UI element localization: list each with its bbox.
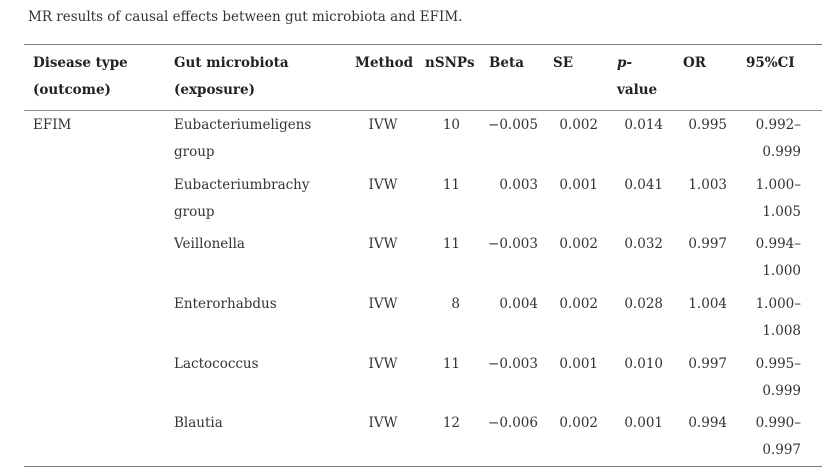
- cell-nsnps: 12: [442, 415, 460, 431]
- cell-ci: 0.995– 0.999: [755, 356, 801, 399]
- header-nsnps: nSNPs: [425, 55, 475, 71]
- cell-beta: −0.005: [488, 117, 538, 133]
- cell-method: IVW: [368, 236, 398, 252]
- cell-or: 1.004: [688, 296, 727, 312]
- header-gut-microbiota: Gut microbiota (exposure): [174, 55, 289, 98]
- cell-ci: 0.994– 1.000: [755, 236, 801, 279]
- cell-or: 0.994: [688, 415, 727, 431]
- header-disease-type: Disease type (outcome): [33, 55, 128, 98]
- cell-or: 0.997: [688, 236, 727, 252]
- cell-microbiota: Eubacteriumbrachy group: [174, 177, 310, 220]
- cell-se: 0.002: [559, 415, 598, 431]
- cell-se: 0.002: [559, 117, 598, 133]
- cell-p: 0.028: [624, 296, 663, 312]
- cell-beta: 0.003: [499, 177, 538, 193]
- cell-microbiota: Lactococcus: [174, 356, 259, 372]
- cell-microbiota: Blautia: [174, 415, 223, 431]
- cell-beta: −0.003: [488, 356, 538, 372]
- cell-se: 0.002: [559, 236, 598, 252]
- cell-p: 0.001: [624, 415, 663, 431]
- cell-ci: 0.992– 0.999: [755, 117, 801, 160]
- cell-se: 0.001: [559, 356, 598, 372]
- cell-nsnps: 11: [442, 177, 460, 193]
- table-top-rule: [24, 44, 822, 45]
- cell-nsnps: 11: [442, 356, 460, 372]
- cell-beta: −0.006: [488, 415, 538, 431]
- cell-p: 0.014: [624, 117, 663, 133]
- cell-nsnps: 8: [451, 296, 460, 312]
- cell-nsnps: 10: [442, 117, 460, 133]
- cell-se: 0.002: [559, 296, 598, 312]
- table-caption: MR results of causal effects between gut…: [28, 9, 463, 25]
- cell-or: 0.995: [688, 117, 727, 133]
- cell-method: IVW: [368, 415, 398, 431]
- cell-ci: 1.000– 1.008: [755, 296, 801, 339]
- header-se: SE: [553, 55, 574, 71]
- cell-nsnps: 11: [442, 236, 460, 252]
- header-method: Method: [355, 55, 414, 71]
- cell-method: IVW: [368, 177, 398, 193]
- header-beta: Beta: [489, 55, 524, 71]
- header-95ci: 95%CI: [746, 55, 795, 71]
- cell-p: 0.032: [624, 236, 663, 252]
- cell-method: IVW: [368, 296, 398, 312]
- cell-disease: EFIM: [33, 117, 72, 133]
- cell-or: 0.997: [688, 356, 727, 372]
- cell-beta: 0.004: [499, 296, 538, 312]
- cell-se: 0.001: [559, 177, 598, 193]
- table-header-rule: [24, 110, 822, 111]
- cell-or: 1.003: [688, 177, 727, 193]
- table-bottom-rule: [24, 466, 822, 467]
- cell-beta: −0.003: [488, 236, 538, 252]
- header-or: OR: [683, 55, 706, 71]
- cell-p: 0.041: [624, 177, 663, 193]
- cell-ci: 1.000– 1.005: [755, 177, 801, 220]
- cell-method: IVW: [368, 117, 398, 133]
- cell-microbiota: Enterorhabdus: [174, 296, 277, 312]
- header-p-value: p- value: [617, 55, 658, 98]
- cell-p: 0.010: [624, 356, 663, 372]
- cell-ci: 0.990– 0.997: [755, 415, 801, 458]
- cell-method: IVW: [368, 356, 398, 372]
- cell-microbiota: Veillonella: [174, 236, 245, 252]
- cell-microbiota: Eubacteriumeligens group: [174, 117, 312, 160]
